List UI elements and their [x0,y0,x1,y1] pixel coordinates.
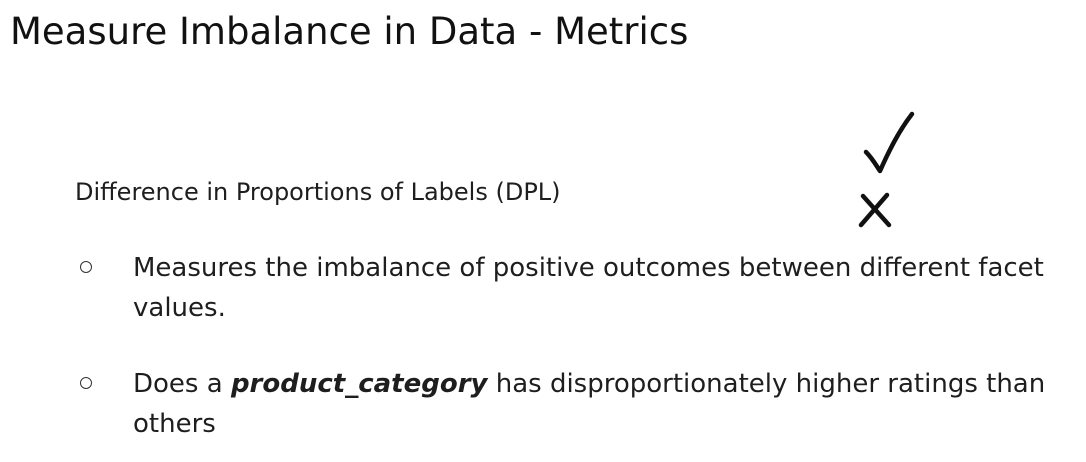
emphasized-term: product_category [230,369,488,399]
bullet-text-suffix: has disproportionately higher ratings th… [133,369,1046,439]
metric-heading: Difference in Proportions of Labels (DPL… [75,178,561,206]
bullet-text: Does a product_category has disproportio… [133,364,1083,444]
bullet-marker [80,261,92,273]
check-icon [863,111,915,174]
bullet-text: Measures the imbalance of positive outco… [133,253,1044,323]
bullet-text-prefix: Does a [133,369,231,399]
cross-icon [858,192,892,228]
page-title: Measure Imbalance in Data - Metrics [10,10,689,53]
bullet-marker [80,377,92,389]
